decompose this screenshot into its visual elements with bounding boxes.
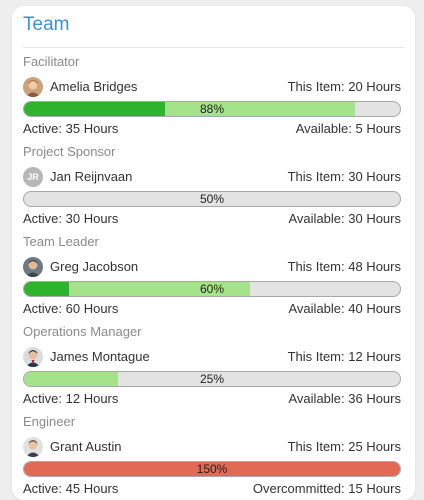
avatar-initials[interactable]: JR xyxy=(23,167,43,187)
active-hours: Active: 60 Hours xyxy=(23,301,119,316)
title-divider xyxy=(23,47,405,48)
active-hours: Active: 35 Hours xyxy=(23,121,119,136)
member-name: Jan Reijnvaan xyxy=(50,169,133,184)
team-member: Project Sponsor JR Jan Reijnvaan This It… xyxy=(23,144,401,230)
active-hours: Active: 45 Hours xyxy=(23,481,119,496)
team-member: Facilitator Amelia Bridges This Item: 20… xyxy=(23,54,401,140)
avatar[interactable] xyxy=(23,77,43,97)
member-header: Amelia Bridges This Item: 20 Hours xyxy=(23,76,401,98)
allocated-fill xyxy=(24,282,250,296)
team-panel: Team Facilitator Amelia Bridges This Ite… xyxy=(12,6,415,500)
allocated-fill xyxy=(24,462,400,476)
capacity-percent: 25% xyxy=(199,372,225,386)
active-fill xyxy=(24,102,165,116)
active-hours: Active: 12 Hours xyxy=(23,391,119,406)
available-hours: Overcommitted: 15 Hours xyxy=(252,481,401,496)
available-hours: Available: 5 Hours xyxy=(295,121,401,136)
team-member: Operations Manager James Montague This I… xyxy=(23,324,401,410)
this-item-hours: This Item: 25 Hours xyxy=(287,439,401,454)
member-name: Greg Jacobson xyxy=(50,259,139,274)
member-header: Greg Jacobson This Item: 48 Hours xyxy=(23,256,401,278)
capacity-percent: 88% xyxy=(199,102,225,116)
available-hours: Available: 30 Hours xyxy=(288,211,402,226)
member-role: Team Leader xyxy=(23,234,99,249)
member-role: Project Sponsor xyxy=(23,144,116,159)
capacity-bar: 88% xyxy=(23,101,401,117)
allocated-fill xyxy=(24,372,118,386)
member-role: Facilitator xyxy=(23,54,80,69)
avatar[interactable] xyxy=(23,347,43,367)
member-name: Amelia Bridges xyxy=(50,79,138,94)
capacity-bar: 150% xyxy=(23,461,401,477)
member-role: Engineer xyxy=(23,414,76,429)
capacity-percent: 50% xyxy=(199,192,225,206)
capacity-bar: 50% xyxy=(23,191,401,207)
available-hours: Available: 36 Hours xyxy=(288,391,402,406)
member-role: Operations Manager xyxy=(23,324,142,339)
this-item-hours: This Item: 48 Hours xyxy=(287,259,401,274)
this-item-hours: This Item: 20 Hours xyxy=(287,79,401,94)
team-member: Team Leader Greg Jacobson This Item: 48 … xyxy=(23,234,401,320)
capacity-bar: 25% xyxy=(23,371,401,387)
panel-title: Team xyxy=(23,14,70,35)
avatar[interactable] xyxy=(23,437,43,457)
member-name: Grant Austin xyxy=(50,439,122,454)
member-header: JR Jan Reijnvaan This Item: 30 Hours xyxy=(23,166,401,188)
this-item-hours: This Item: 30 Hours xyxy=(287,169,401,184)
avatar[interactable] xyxy=(23,257,43,277)
capacity-percent: 60% xyxy=(199,282,225,296)
active-fill xyxy=(24,282,70,296)
team-member: Engineer Grant Austin This Item: 25 Hour… xyxy=(23,414,401,500)
this-item-hours: This Item: 12 Hours xyxy=(287,349,401,364)
available-hours: Available: 40 Hours xyxy=(288,301,402,316)
member-header: James Montague This Item: 12 Hours xyxy=(23,346,401,368)
capacity-bar: 60% xyxy=(23,281,401,297)
capacity-percent: 150% xyxy=(196,462,228,476)
member-header: Grant Austin This Item: 25 Hours xyxy=(23,436,401,458)
member-name: James Montague xyxy=(50,349,150,364)
active-hours: Active: 30 Hours xyxy=(23,211,119,226)
